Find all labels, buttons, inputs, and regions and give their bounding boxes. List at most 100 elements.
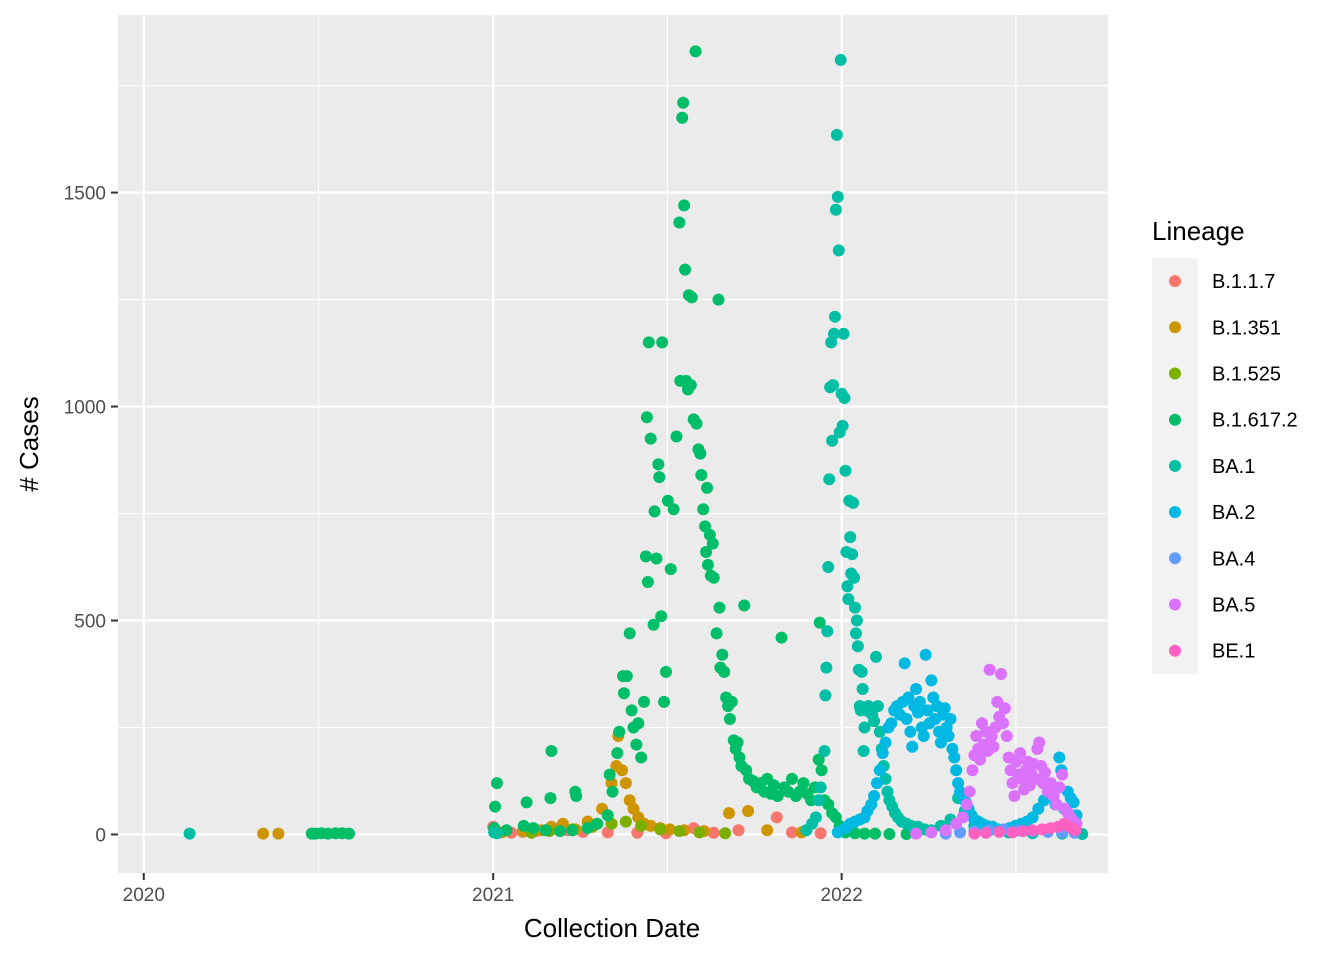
data-point [619,777,632,790]
data-point [742,804,755,817]
x-tick-label: 2020 [123,885,165,906]
data-point [855,665,868,678]
data-point [871,700,884,713]
legend-key [1169,552,1181,565]
legend-label: BA.1 [1212,456,1255,478]
data-point [678,199,691,212]
data-point [1000,730,1013,743]
data-point [826,434,839,447]
data-point [570,789,583,802]
data-point [1053,751,1066,764]
data-point [831,190,844,203]
data-point [620,670,633,683]
data-point [836,419,849,432]
data-point [639,550,652,563]
data-point [919,648,932,661]
data-point [939,824,952,837]
data-point [650,552,663,565]
data-point [659,665,672,678]
data-point [956,811,969,824]
data-point [706,537,719,550]
data-point [879,736,892,749]
legend-label: BA.4 [1212,548,1255,570]
data-point [1026,824,1039,837]
data-point [1053,781,1066,794]
data-point [904,725,917,738]
data-point [771,789,784,802]
data-point [925,826,938,839]
y-axis-title: # Cases [14,396,44,491]
data-point [183,827,196,840]
data-point [723,712,736,725]
data-point [635,751,648,764]
data-point [851,640,864,653]
data-point [906,740,919,753]
data-point [1056,768,1069,781]
data-point [738,599,751,612]
data-point [617,687,630,700]
data-point [812,794,825,807]
data-point [601,809,614,822]
data-point [257,827,270,840]
data-point [491,827,504,840]
legend-label: BA.5 [1212,595,1255,617]
data-point [829,203,842,216]
data-point [655,610,668,623]
legend-key [1169,506,1181,519]
data-point [500,824,513,837]
data-point [883,828,896,841]
data-point [983,663,996,676]
data-point [950,764,963,777]
legend-key [1169,459,1181,472]
data-point [272,827,285,840]
data-point [1033,736,1046,749]
data-point [1038,766,1051,779]
data-point [667,503,680,516]
data-point [823,473,836,486]
data-point [695,469,708,482]
data-point [849,601,862,614]
series-BE.1 [968,817,1082,840]
data-point [856,682,869,695]
data-point [663,823,676,836]
data-point [868,715,881,728]
data-point [679,263,692,276]
data-point [731,736,744,749]
legend-label: B.1.1.7 [1212,271,1275,293]
data-point [1006,777,1019,790]
data-point [834,53,847,66]
legend-label: B.1.525 [1212,364,1281,386]
data-point [1026,811,1039,824]
data-point [876,747,889,760]
data-point [606,785,619,798]
data-point [685,291,698,304]
data-point [847,496,860,509]
y-tick-label: 500 [74,612,106,633]
data-point [725,695,738,708]
y-tick-label: 0 [95,825,106,846]
y-tick-label: 1500 [64,184,106,205]
data-point [718,665,731,678]
data-point [963,785,976,798]
x-tick-label: 2021 [472,885,514,906]
series-BA.2 [831,648,1083,839]
data-point [844,531,857,544]
x-axis-title: Collection Date [524,913,700,943]
data-point [694,447,707,460]
data-point [814,827,827,840]
data-point [527,822,540,835]
data-point [812,753,825,766]
data-point [819,689,832,702]
data-point [996,717,1009,730]
data-point [591,817,604,830]
data-point [611,747,624,760]
data-point [761,824,774,837]
data-point [638,695,651,708]
data-point [544,792,557,805]
data-point [913,695,926,708]
data-point [670,430,683,443]
data-point [995,668,1008,681]
data-point [830,128,843,141]
data-point [632,717,645,730]
data-point [870,650,883,663]
